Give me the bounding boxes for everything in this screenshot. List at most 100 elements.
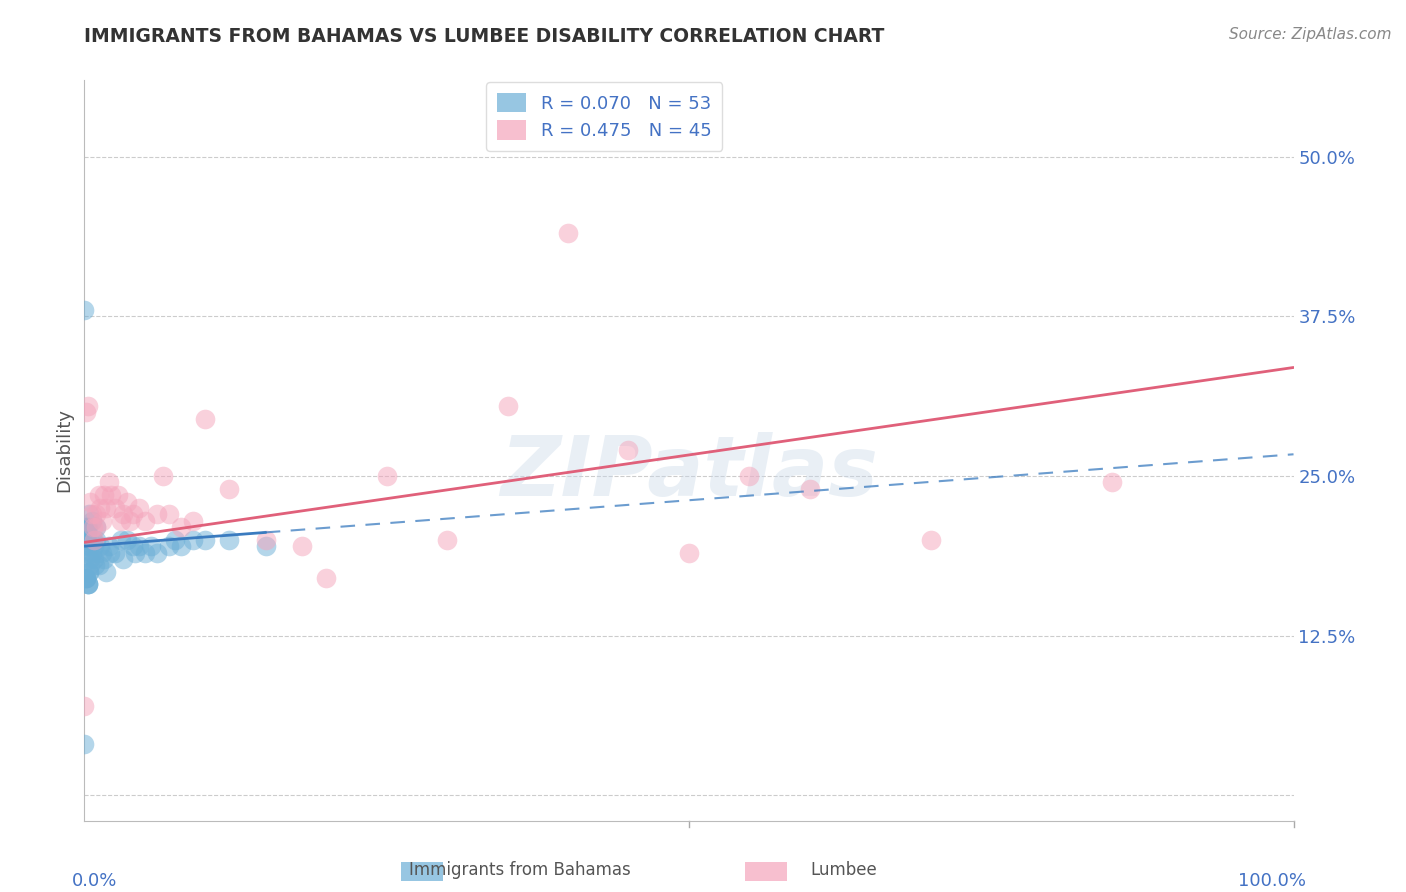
Point [93,552,115,566]
Point [134,514,156,528]
Point [82,533,104,547]
Point [799,482,821,496]
Text: Source: ZipAtlas.com: Source: ZipAtlas.com [1229,27,1392,42]
Point [110,514,132,528]
Point [94,500,117,515]
Point [73,303,96,318]
Point [87,558,110,573]
Point [91,514,114,528]
Point [76,539,98,553]
Text: Lumbee: Lumbee [810,861,877,879]
Point [80,514,103,528]
Point [76,533,98,547]
Point [291,539,314,553]
Point [77,577,100,591]
Point [77,565,100,579]
Point [170,520,193,534]
Point [83,552,105,566]
Point [76,526,98,541]
Point [194,411,217,425]
Point [86,520,108,534]
Point [77,577,100,591]
Point [79,539,101,553]
Point [97,475,120,490]
Point [76,545,98,559]
Point [77,508,100,522]
Point [86,508,108,522]
Point [73,737,96,751]
Point [86,520,108,534]
Point [139,539,162,553]
Point [80,545,103,559]
Text: 0.0%: 0.0% [72,872,118,890]
Point [254,533,277,547]
Point [75,520,97,534]
Point [436,533,458,547]
Point [79,494,101,508]
Point [146,508,169,522]
Point [181,533,204,547]
Point [617,443,640,458]
Point [89,500,111,515]
Point [1101,475,1123,490]
Point [557,227,579,241]
Point [73,698,96,713]
Point [77,520,100,534]
Point [89,539,111,553]
Point [104,545,127,559]
Point [218,482,240,496]
Point [128,500,150,515]
Point [678,545,700,559]
Point [97,539,120,553]
Point [112,552,135,566]
Point [110,533,132,547]
Point [738,469,761,483]
Point [375,469,398,483]
Point [104,500,127,515]
Point [170,539,193,553]
Text: Immigrants from Bahamas: Immigrants from Bahamas [409,861,631,879]
Point [75,571,97,585]
Point [75,571,97,585]
Point [86,533,108,547]
Point [77,577,100,591]
Point [75,571,97,585]
Point [100,488,122,502]
Point [315,571,337,585]
Point [91,545,114,559]
Point [83,539,105,553]
Y-axis label: Disability: Disability [55,409,73,492]
Text: ZIPatlas: ZIPatlas [501,432,877,513]
Point [218,533,240,547]
Point [107,488,129,502]
Point [79,558,101,573]
Point [157,539,180,553]
Point [920,533,942,547]
Point [134,545,156,559]
Point [121,539,143,553]
Point [77,399,100,413]
Point [181,514,204,528]
Point [254,539,277,553]
Point [98,545,121,559]
Point [124,545,146,559]
Point [146,545,169,559]
Point [87,488,110,502]
Point [121,508,143,522]
Point [93,488,115,502]
Point [77,565,100,579]
Text: IMMIGRANTS FROM BAHAMAS VS LUMBEE DISABILITY CORRELATION CHART: IMMIGRANTS FROM BAHAMAS VS LUMBEE DISABI… [84,27,884,45]
Point [165,533,187,547]
Point [82,520,104,534]
Point [157,508,180,522]
Point [84,558,107,573]
Point [128,539,150,553]
Point [75,405,97,419]
Point [112,508,135,522]
Point [76,520,98,534]
Point [115,494,138,508]
Point [120,514,142,528]
Point [115,533,138,547]
Point [94,565,117,579]
Text: 100.0%: 100.0% [1237,872,1306,890]
